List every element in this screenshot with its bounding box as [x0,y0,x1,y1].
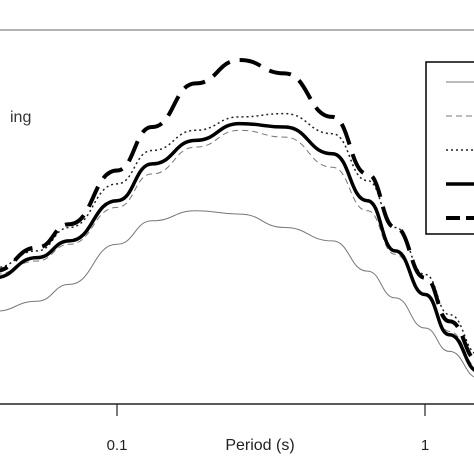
plot-frame [0,29,474,405]
x-axis-ticks: 0.1 1 [107,404,429,454]
series-layer [0,58,474,378]
x-tick-label-1: 1 [421,437,429,454]
chart-annotation: ing [10,109,31,126]
series-line-5 [0,58,474,362]
series-line-4 [0,121,474,372]
x-axis-title: Period (s) [225,437,294,454]
legend [425,61,474,235]
legend-box [425,61,474,235]
legend-items [446,81,474,220]
x-tick-label-0: 0.1 [107,437,128,454]
series-line-1 [0,210,474,378]
